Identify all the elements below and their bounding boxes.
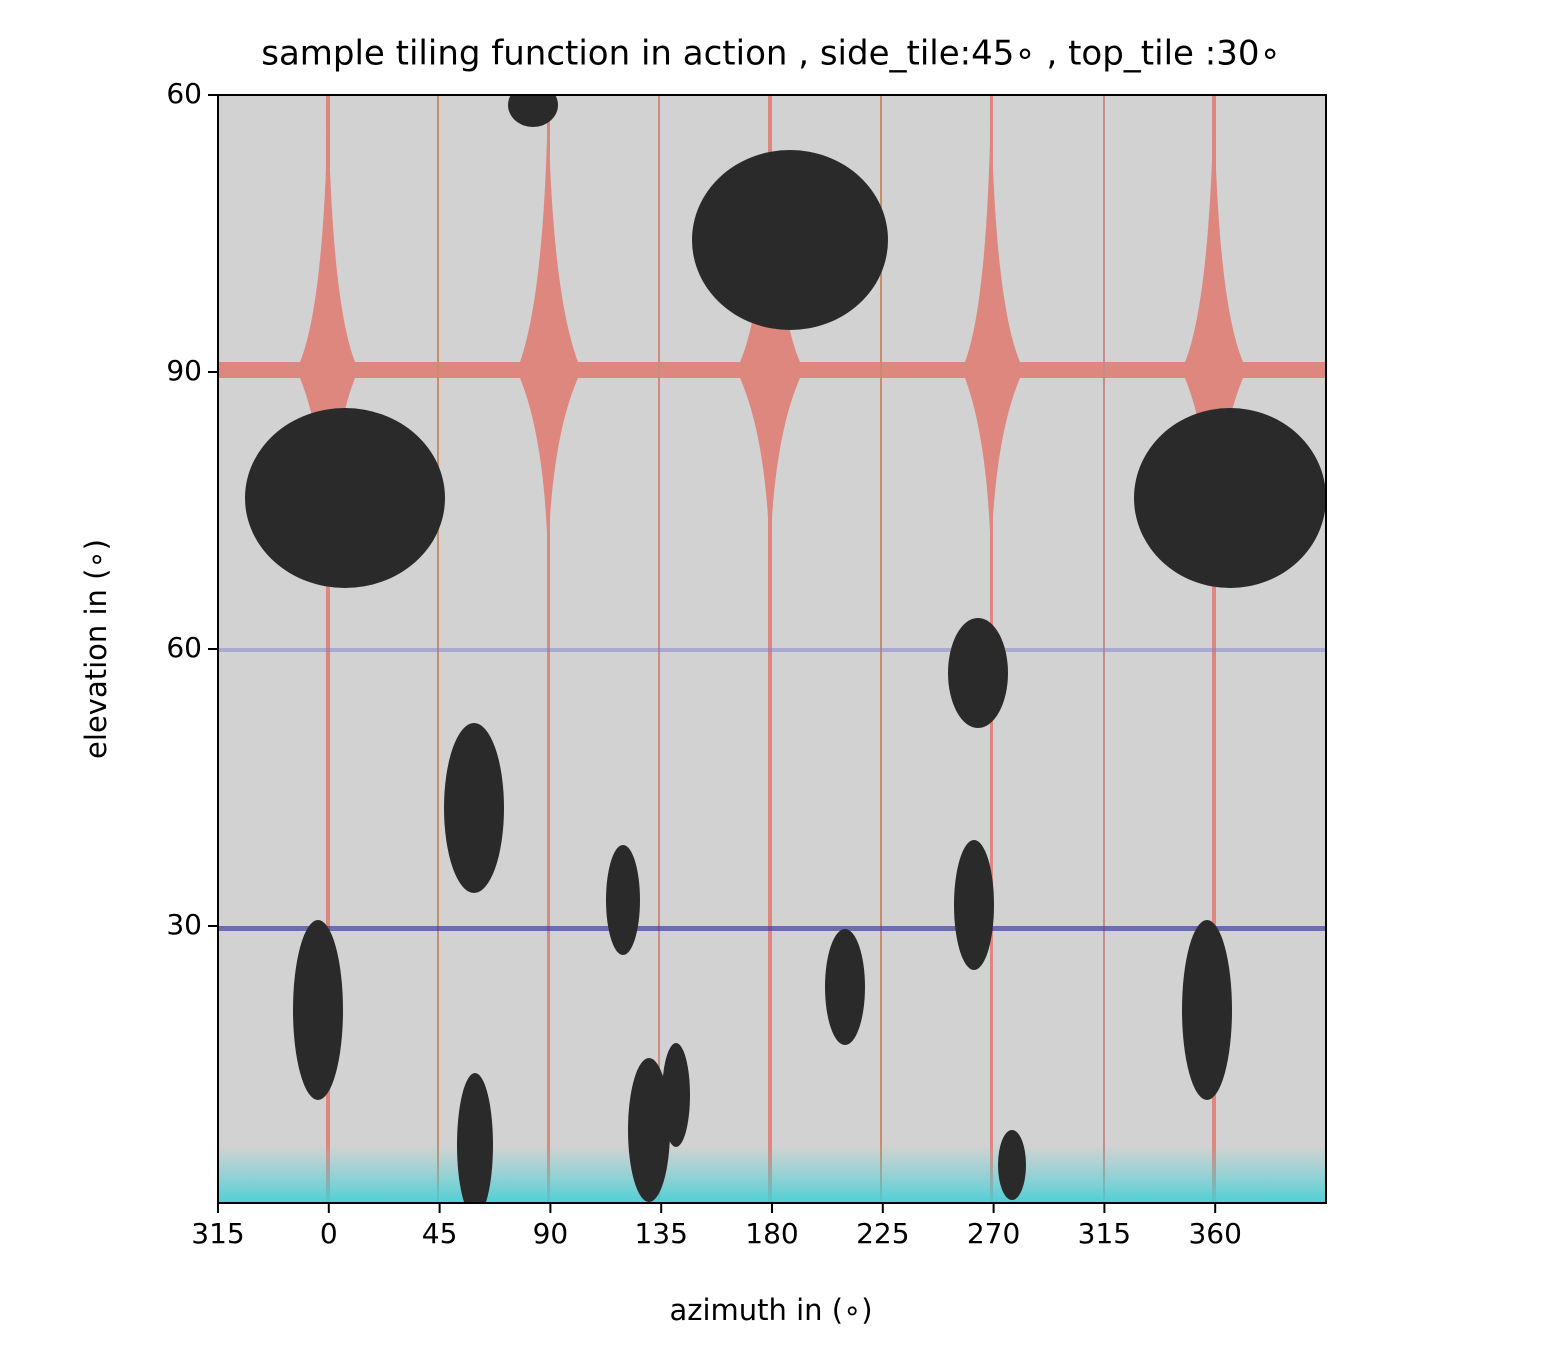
x-tick-label: 135 — [634, 1217, 687, 1250]
x-tick-label: 45 — [422, 1217, 458, 1250]
image-area — [218, 95, 1326, 1203]
x-tick-label: 360 — [1188, 1217, 1241, 1250]
x-tick-label: 315 — [1078, 1217, 1131, 1250]
y-axis-label: elevation in (∘) — [79, 539, 113, 759]
blue-seam — [218, 648, 1326, 652]
y-tick-label: 60 — [166, 77, 202, 110]
x-tick-label: 90 — [533, 1217, 569, 1250]
blobs — [245, 95, 1326, 1203]
chart-title: sample tiling function in action , side_… — [261, 34, 1281, 74]
y-tick-label: 60 — [166, 631, 202, 664]
cyan-band — [218, 1145, 1326, 1203]
y-tick-label: 30 — [166, 908, 202, 941]
x-axis-label: azimuth in (∘) — [669, 1293, 872, 1327]
x-tick-label: 270 — [967, 1217, 1020, 1250]
blue-seam — [218, 926, 1326, 931]
x-tick-label: 0 — [320, 1217, 338, 1250]
x-tick-label: 180 — [745, 1217, 798, 1250]
y-tick-label: 90 — [166, 354, 202, 387]
x-tick-label: 225 — [856, 1217, 909, 1250]
x-tick-label: 315 — [191, 1217, 244, 1250]
